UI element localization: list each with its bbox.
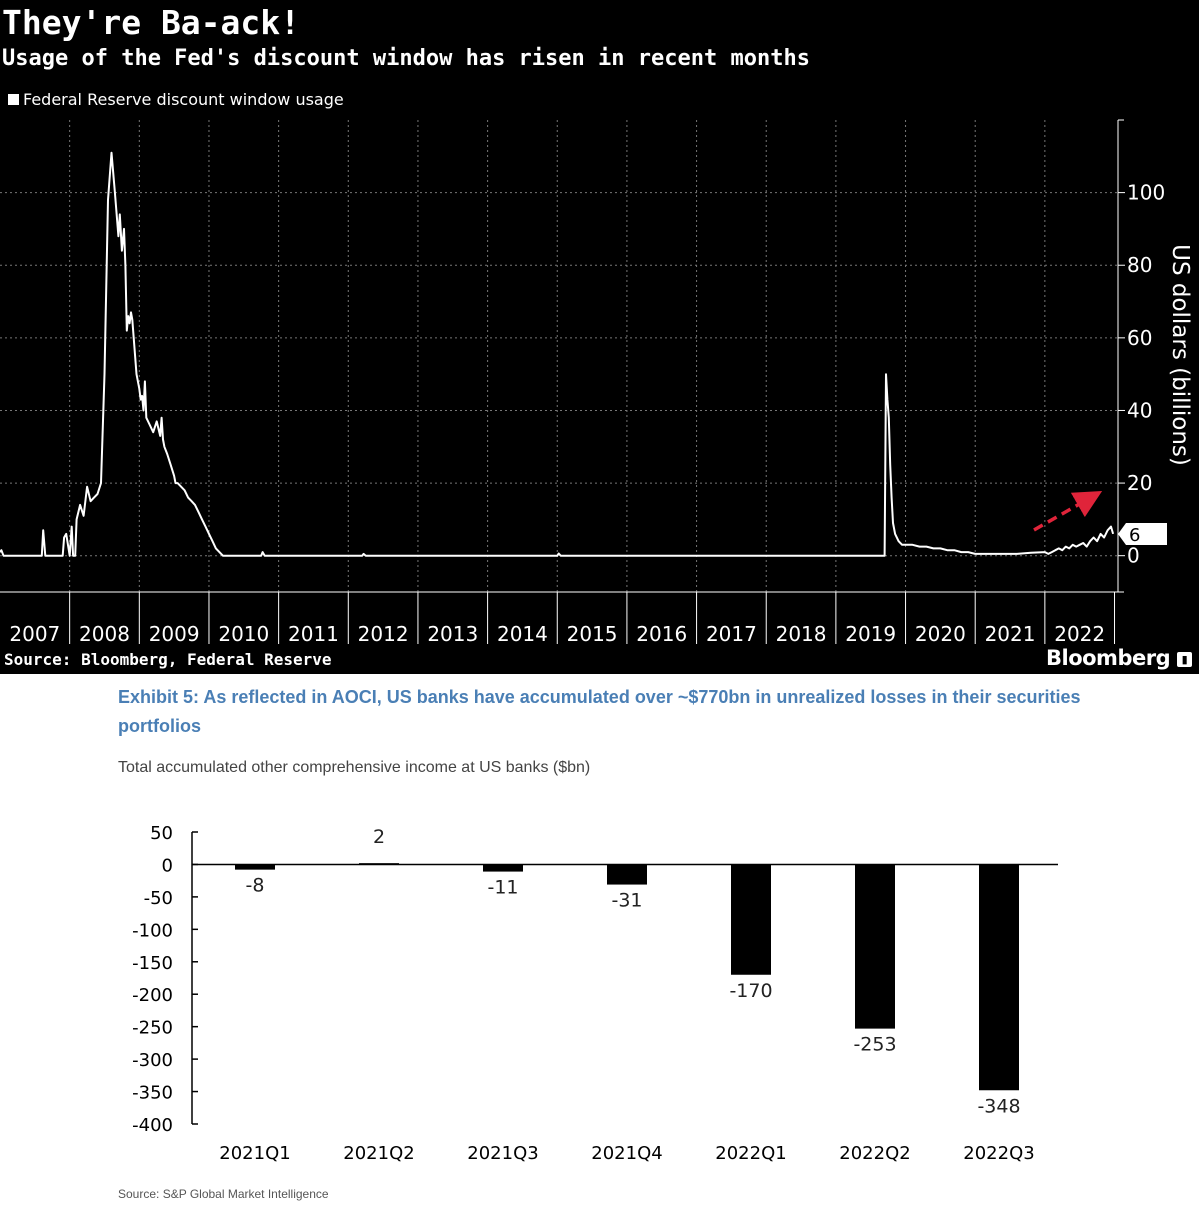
x-tick-label: 2012 (358, 622, 409, 646)
x-tick-label: 2021Q4 (591, 1143, 662, 1164)
y-tick-label: 0 (162, 855, 173, 876)
y-tick-label: 100 (1127, 181, 1165, 205)
x-tick-label: 2007 (9, 622, 60, 646)
bar-value-label: 2 (373, 826, 385, 848)
bar (359, 863, 399, 865)
discount-window-plot: 2007 2008 2009 2010 2011 2012 2013 2014 2015 2016… (0, 119, 1193, 646)
legend-label: Federal Reserve discount window usage (23, 90, 344, 109)
bar (731, 864, 771, 975)
y-tick-label: -200 (132, 985, 173, 1006)
x-tick-label: 2021Q2 (343, 1143, 414, 1164)
x-tick-label: 2022Q1 (715, 1143, 786, 1164)
y-tick-label: 80 (1127, 253, 1152, 277)
y-axis: 50 0 -50 -100 -150 -200 -250 -300 -350 -400 (132, 823, 1058, 1136)
y-tick-label: 60 (1127, 326, 1152, 350)
x-axis: 2007 2008 2009 2010 2011 2012 2013 2014 2015 2016… (0, 591, 1118, 646)
y-axis-title: US dollars (billions) (1167, 244, 1193, 466)
x-tick-label: 2022 (1054, 622, 1105, 646)
bar (607, 864, 647, 885)
x-tick-label: 2018 (776, 622, 827, 646)
y-tick-label: -50 (144, 888, 173, 909)
y-tick-label: 0 (1127, 544, 1140, 568)
aoci-chart-panel: Exhibit 5: As reflected in AOCI, US bank… (0, 674, 1199, 1212)
exhibit-subtitle: Total accumulated other comprehensive in… (118, 759, 591, 776)
bar (979, 864, 1019, 1091)
x-tick-label: 2010 (218, 622, 269, 646)
x-tick-label: 2016 (636, 622, 687, 646)
exhibit-source: Source: S&P Global Market Intelligence (118, 1187, 329, 1201)
y-tick-label: -400 (132, 1115, 173, 1136)
exhibit-title: Exhibit 5: As reflected in AOCI, US bank… (118, 687, 1081, 736)
bar (855, 864, 895, 1029)
x-tick-label: 2021Q1 (219, 1143, 290, 1164)
x-tick-label: 2014 (497, 622, 548, 646)
bar-value-label: -348 (977, 1095, 1020, 1117)
y-tick-label: 50 (150, 823, 173, 844)
last-value-marker: 6 (1118, 523, 1167, 546)
chart-title: They're Ba-ack! (2, 3, 301, 42)
y-tick-label: -250 (132, 1018, 173, 1039)
legend-swatch (8, 94, 19, 105)
y-axis: 100 80 60 40 20 0 (1117, 119, 1165, 593)
x-tick-label: 2022Q2 (839, 1143, 910, 1164)
gridlines (0, 120, 1118, 592)
bars: -8 2021Q1 2 2021Q2 -11 2021Q3 -31 2021Q4 -170 202… (219, 826, 1034, 1164)
bar-value-label: -31 (611, 890, 642, 912)
bar-value-label: -8 (246, 875, 265, 897)
chart-legend: Federal Reserve discount window usage (8, 89, 344, 111)
y-tick-label: 20 (1127, 471, 1152, 495)
bar (235, 864, 275, 870)
series-line (0, 151, 1115, 557)
x-tick-label: 2017 (706, 622, 757, 646)
x-tick-label: 2021 (985, 622, 1036, 646)
bar-value-label: -11 (487, 877, 518, 899)
x-tick-label: 2021Q3 (467, 1143, 538, 1164)
x-tick-label: 2019 (845, 622, 896, 646)
bar-value-label: -253 (853, 1034, 896, 1056)
x-tick-label: 2011 (288, 622, 339, 646)
aoci-bar-plot: 50 0 -50 -100 -150 -200 -250 -300 -350 -400 -8 202… (132, 823, 1058, 1164)
y-tick-label: -350 (132, 1083, 173, 1104)
y-tick-label: -150 (132, 953, 173, 974)
bar-value-label: -170 (729, 980, 772, 1002)
bar (483, 864, 523, 872)
source-note: Source: Bloomberg, Federal Reserve (4, 650, 332, 669)
chart-subtitle: Usage of the Fed's discount window has r… (2, 46, 810, 71)
x-tick-label: 2020 (915, 622, 966, 646)
y-tick-label: -300 (132, 1050, 173, 1071)
last-value-label: 6 (1129, 525, 1140, 546)
bloomberg-terminal-icon: ▮ (1176, 651, 1192, 667)
bloomberg-logo: Bloomberg ▮ (1046, 644, 1192, 672)
x-tick-label: 2015 (567, 622, 618, 646)
rising-trend-arrow (1033, 491, 1103, 532)
x-tick-label: 2008 (79, 622, 130, 646)
x-tick-label: 2013 (427, 622, 478, 646)
bloomberg-chart-panel: They're Ba-ack! Usage of the Fed's disco… (0, 0, 1199, 674)
x-tick-label: 2022Q3 (963, 1143, 1034, 1164)
x-tick-label: 2009 (149, 622, 200, 646)
y-tick-label: -100 (132, 920, 173, 941)
y-tick-label: 40 (1127, 398, 1152, 422)
